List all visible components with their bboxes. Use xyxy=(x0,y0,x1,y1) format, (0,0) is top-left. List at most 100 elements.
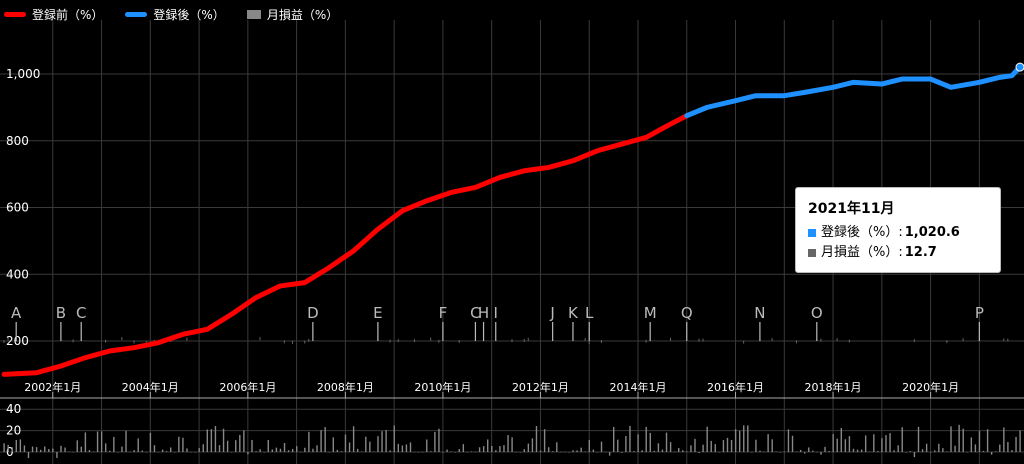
series-before-line xyxy=(1,113,690,377)
monthly-bar xyxy=(405,444,408,452)
monthly-bar xyxy=(942,448,944,452)
baseline-tick xyxy=(946,340,948,344)
monthly-bar xyxy=(767,434,769,452)
monthly-bar xyxy=(877,451,879,452)
tooltip-monthly-marker xyxy=(808,249,816,257)
monthly-bar xyxy=(873,434,875,452)
monthly-bar xyxy=(417,451,420,453)
monthly-bar xyxy=(934,450,936,452)
baseline-tick xyxy=(186,337,188,341)
legend-monthly[interactable]: 月損益（%） xyxy=(246,6,339,23)
monthly-bar xyxy=(222,428,225,452)
monthly-bar xyxy=(413,451,416,453)
monthly-bar xyxy=(389,450,391,452)
tooltip-after-sep: : xyxy=(898,225,903,240)
monthly-bar xyxy=(852,448,855,452)
annotation-label: C xyxy=(470,304,480,322)
baseline-tick xyxy=(600,339,602,343)
monthly-bar xyxy=(283,443,286,452)
baseline-tick xyxy=(133,340,135,344)
monthly-bar xyxy=(779,451,782,453)
baseline-tick xyxy=(1003,338,1005,342)
baseline-tick xyxy=(413,339,415,343)
monthly-bar xyxy=(511,437,513,452)
tooltip-monthly-label: 月損益（%） xyxy=(821,245,899,260)
monthly-bar xyxy=(625,435,627,452)
monthly-bar xyxy=(320,430,322,452)
monthly-bar xyxy=(344,434,347,452)
monthly-bar xyxy=(80,446,83,452)
monthly-bar xyxy=(385,430,387,452)
monthly-bar xyxy=(165,451,168,452)
monthly-bar xyxy=(531,438,534,452)
monthly-bar xyxy=(730,439,733,452)
monthly-bar xyxy=(856,449,859,452)
monthly-bar xyxy=(255,451,257,452)
monthly-bar xyxy=(539,450,542,452)
baseline-tick xyxy=(836,338,838,342)
monthly-bar xyxy=(64,447,66,452)
monthly-bar xyxy=(430,451,432,452)
monthly-bar xyxy=(100,431,103,452)
chart-tooltip: 2021年11月 登録後（%） : 1,020.6 月損益（%） : 12.7 xyxy=(795,187,1001,273)
baseline-tick xyxy=(259,337,261,341)
monthly-bar xyxy=(1011,450,1013,452)
monthly-bar xyxy=(791,435,794,452)
monthly-bar xyxy=(174,451,176,453)
monthly-bar xyxy=(365,436,367,452)
legend-after[interactable]: 登録後（%） xyxy=(125,6,225,23)
monthly-bar xyxy=(527,443,530,452)
monthly-bar xyxy=(356,448,359,452)
monthly-bar xyxy=(446,449,448,452)
monthly-bar xyxy=(361,451,363,453)
baseline-tick xyxy=(848,339,850,343)
monthly-bar xyxy=(31,446,34,452)
monthly-bar xyxy=(170,447,172,452)
baseline-tick xyxy=(527,337,529,341)
monthly-bar xyxy=(409,442,412,452)
monthly-bar xyxy=(747,425,749,452)
monthly-bar xyxy=(44,446,46,452)
monthly-bar xyxy=(519,452,521,453)
monthly-bar xyxy=(515,451,517,453)
monthly-bar xyxy=(990,452,993,455)
baseline-tick xyxy=(105,339,107,343)
monthly-bar xyxy=(275,447,278,452)
lower-y-tick-label: 40 xyxy=(6,402,21,416)
monthly-bar xyxy=(897,445,899,452)
annotation-label: J xyxy=(549,304,554,322)
tooltip-after-marker xyxy=(808,229,816,237)
series-after-line xyxy=(684,64,1023,119)
monthly-bar xyxy=(881,438,883,452)
legend-monthly-label: 月損益（%） xyxy=(266,8,339,22)
monthly-bar xyxy=(702,444,704,452)
monthly-bar xyxy=(686,451,688,452)
monthly-bar xyxy=(495,450,497,452)
y-tick-label: 800 xyxy=(6,134,29,148)
monthly-bar xyxy=(710,440,712,452)
annotation-label: H xyxy=(478,304,489,322)
monthly-bar xyxy=(556,442,558,452)
monthly-bar xyxy=(145,451,148,453)
monthly-bar xyxy=(820,452,822,455)
monthly-bar xyxy=(84,432,87,452)
monthly-bar xyxy=(369,441,371,452)
monthly-bar xyxy=(759,450,761,452)
monthly-bar xyxy=(763,451,765,453)
monthly-bar xyxy=(572,450,574,452)
monthly-bar xyxy=(1007,441,1009,452)
monthly-bar xyxy=(129,451,131,453)
legend-before[interactable]: 登録前（%） xyxy=(4,6,103,23)
monthly-bar xyxy=(592,449,595,452)
monthly-bar xyxy=(714,444,716,452)
monthly-bar xyxy=(738,430,741,452)
annotation-label: L xyxy=(585,304,594,322)
annotation-label: N xyxy=(754,304,765,322)
baseline-tick xyxy=(389,339,391,343)
monthly-bar xyxy=(291,448,294,452)
monthly-bar xyxy=(304,447,306,452)
monthly-bar xyxy=(543,429,546,452)
annotation-label: E xyxy=(373,304,382,322)
tooltip-after-label: 登録後（%） xyxy=(821,225,899,240)
monthly-bar xyxy=(105,443,107,452)
